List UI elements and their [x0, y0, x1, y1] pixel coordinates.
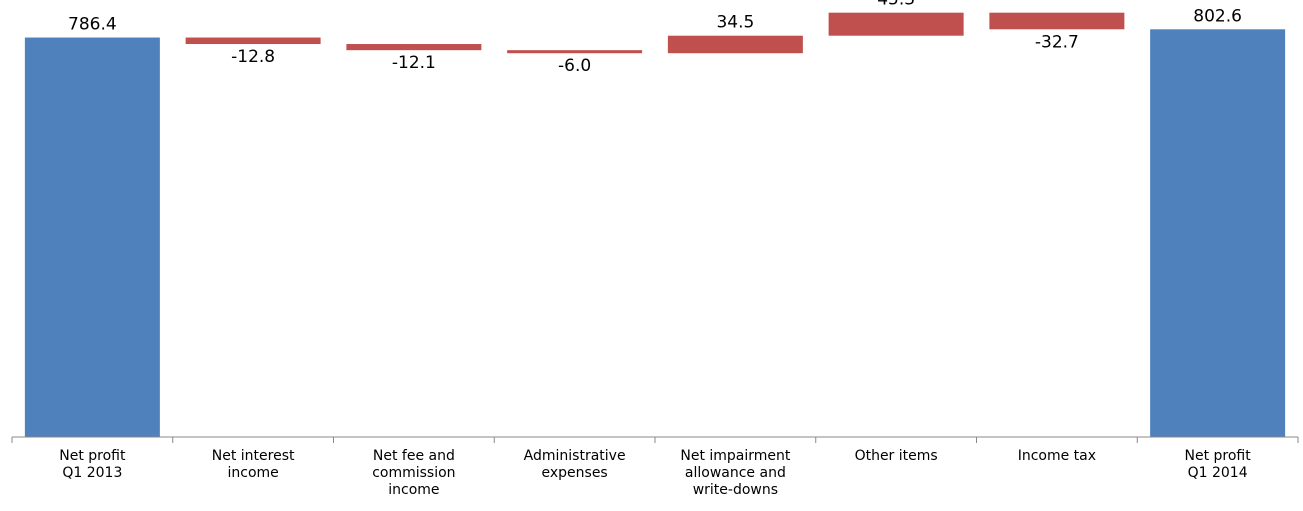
category-label-line: allowance and	[685, 465, 786, 481]
category-label-line: Net impairment	[680, 448, 791, 464]
category-label-2: Net interest income	[212, 448, 295, 481]
bar-3	[346, 44, 482, 51]
category-label-line: income	[388, 482, 439, 498]
value-label-5: 34.5	[716, 13, 754, 33]
value-label-3: -12.1	[392, 53, 436, 73]
category-label-3: Net fee and commission income	[372, 448, 455, 498]
category-label-line: Q1 2014	[1188, 465, 1248, 481]
category-label-line: Net interest	[212, 448, 295, 464]
category-label-5: Net impairment allowance and write-downs	[680, 448, 791, 498]
bar-8	[1150, 29, 1286, 438]
bars-layer	[24, 12, 1286, 438]
category-label-7: Income tax	[1018, 448, 1096, 464]
bar-2	[185, 37, 321, 45]
category-label-line: Net fee and	[373, 448, 455, 464]
value-labels: 786.4 -12.8 -12.1 -6.0 34.5 45.3 -32.7 802.6	[68, 0, 1242, 76]
bar-6	[828, 12, 964, 36]
category-label-4: Administrative expenses	[524, 448, 626, 481]
category-label-line: Other items	[855, 448, 938, 464]
value-label-6: 45.3	[877, 0, 915, 10]
category-label-line: write-downs	[693, 482, 778, 498]
category-label-6: Other items	[855, 448, 938, 464]
category-label-8: Net profit Q1 2014	[1185, 448, 1252, 481]
category-label-line: income	[227, 465, 278, 481]
bar-1	[24, 37, 160, 437]
value-label-2: -12.8	[231, 47, 275, 67]
value-label-7: -32.7	[1035, 32, 1079, 52]
x-axis	[11, 436, 1299, 443]
bar-4	[507, 50, 643, 54]
bar-7	[989, 12, 1125, 30]
category-label-line: Net profit	[1185, 448, 1252, 464]
category-label-line: commission	[372, 465, 455, 481]
category-label-line: Q1 2013	[62, 465, 122, 481]
category-label-line: expenses	[542, 465, 608, 481]
category-label-line: Income tax	[1018, 448, 1096, 464]
value-label-1: 786.4	[68, 15, 117, 35]
category-label-1: Net profit Q1 2013	[59, 448, 126, 481]
value-label-8: 802.6	[1193, 6, 1242, 26]
value-label-4: -6.0	[558, 56, 591, 76]
bar-5	[667, 35, 803, 54]
category-label-line: Administrative	[524, 448, 626, 464]
category-label-line: Net profit	[59, 448, 126, 464]
